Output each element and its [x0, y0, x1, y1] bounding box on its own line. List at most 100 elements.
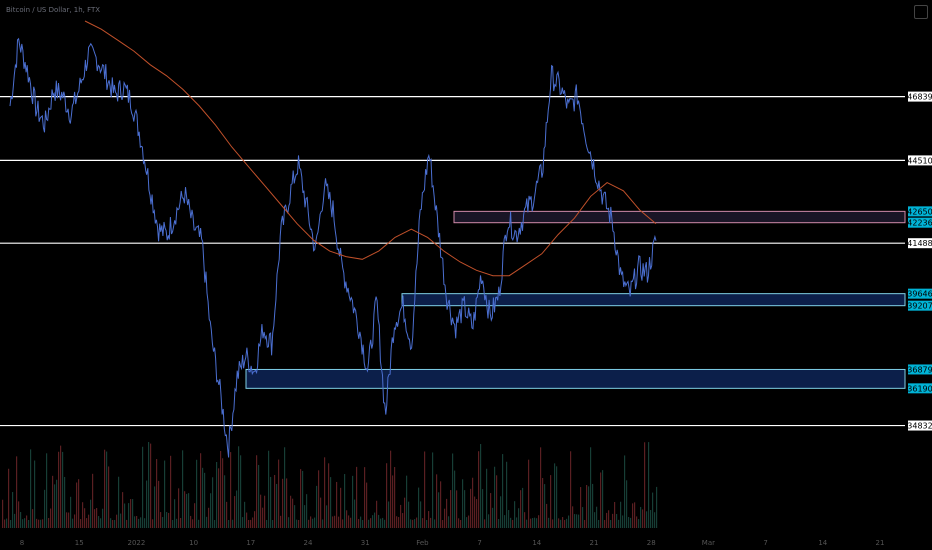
volume-bar	[344, 474, 346, 528]
volume-bar	[126, 519, 128, 528]
volume-bar	[468, 515, 470, 528]
volume-bar	[442, 519, 444, 528]
volume-bar	[558, 518, 560, 528]
volume-bar	[52, 475, 54, 528]
volume-bar	[138, 518, 140, 528]
volume-bar	[146, 480, 148, 528]
volume-bar	[528, 459, 530, 528]
volume-bar	[636, 516, 638, 528]
volume-bar	[100, 518, 102, 528]
volume-bar	[64, 476, 66, 528]
volume-bar	[132, 499, 134, 528]
volume-bar	[298, 519, 300, 528]
volume-bar	[86, 518, 88, 528]
volume-bar	[276, 483, 278, 528]
volume-bar	[428, 511, 430, 528]
volume-bar	[48, 518, 50, 528]
volume-bar	[476, 499, 478, 528]
volume-bar	[170, 455, 172, 528]
x-tick-label: 21	[590, 539, 599, 547]
volume-bar	[304, 505, 306, 528]
volume-bar	[172, 519, 174, 528]
x-tick-label: 7	[763, 539, 767, 547]
volume-bar	[350, 517, 352, 528]
volume-bar	[586, 484, 588, 528]
volume-bar	[444, 508, 446, 528]
volume-bar	[604, 519, 606, 528]
volume-bar	[524, 512, 526, 528]
volume-bar	[74, 514, 76, 528]
volume-bar	[610, 519, 612, 528]
volume-bar	[430, 517, 432, 528]
volume-bar	[386, 463, 388, 528]
volume-bar	[432, 452, 434, 528]
volume-bar	[588, 486, 590, 528]
volume-bar	[618, 519, 620, 528]
level-label-bg	[908, 91, 932, 102]
zone-price-label: 42650	[907, 207, 932, 216]
volume-bar	[448, 516, 450, 528]
volume-bar	[88, 514, 90, 528]
volume-bar	[318, 470, 320, 528]
level-price-label: 41488	[907, 239, 932, 248]
volume-bar	[130, 499, 132, 528]
volume-bar	[406, 475, 408, 528]
x-tick-label: Feb	[416, 539, 429, 547]
volume-bar	[50, 508, 52, 528]
volume-bar	[440, 481, 442, 528]
volume-bar	[166, 512, 168, 528]
volume-bar	[134, 516, 136, 528]
volume-bar	[246, 512, 248, 528]
volume-bar	[520, 490, 522, 528]
x-tick-label: 21	[876, 539, 885, 547]
volume-bar	[354, 499, 356, 528]
volume-bar	[206, 516, 208, 528]
volume-bar	[538, 515, 540, 528]
chart-settings-icon[interactable]	[914, 5, 928, 19]
volume-bar	[342, 519, 344, 528]
volume-bar	[148, 442, 150, 528]
volume-bar	[260, 494, 262, 528]
volume-bar	[220, 450, 222, 528]
volume-bar	[28, 519, 30, 528]
volume-bar	[80, 519, 82, 528]
volume-bar	[622, 515, 624, 528]
volume-bar	[384, 519, 386, 528]
volume-bar	[10, 519, 12, 528]
volume-bar	[4, 519, 6, 528]
volume-bar	[512, 519, 514, 528]
volume-bar	[6, 518, 8, 528]
volume-bar	[188, 493, 190, 528]
volume-bar	[424, 451, 426, 528]
volume-bar	[268, 450, 270, 528]
volume-bar	[552, 519, 554, 528]
volume-bar	[236, 490, 238, 528]
zone-price-label: 39207	[907, 302, 932, 311]
volume-bar	[84, 508, 86, 528]
volume-bar	[102, 508, 104, 528]
volume-bar	[296, 519, 298, 528]
volume-bar	[616, 513, 618, 528]
volume-bar	[280, 515, 282, 528]
volume-bar	[390, 450, 392, 528]
volume-bar	[224, 475, 226, 528]
volume-bar	[238, 446, 240, 528]
volume-bar	[244, 501, 246, 528]
x-tick-label: 2022	[127, 539, 145, 547]
volume-bar	[208, 507, 210, 528]
volume-bar	[652, 492, 654, 528]
x-tick-label: 31	[361, 539, 370, 547]
volume-bar	[526, 519, 528, 528]
volume-bar	[210, 493, 212, 528]
volume-bar	[544, 484, 546, 528]
volume-bar	[232, 519, 234, 528]
volume-bar	[362, 519, 364, 528]
volume-bar	[140, 517, 142, 528]
volume-bar	[600, 472, 602, 528]
level-label-bg	[908, 155, 932, 166]
volume-bar	[292, 498, 294, 528]
volume-bar	[518, 508, 520, 528]
volume-bar	[368, 519, 370, 528]
volume-bar	[620, 501, 622, 528]
